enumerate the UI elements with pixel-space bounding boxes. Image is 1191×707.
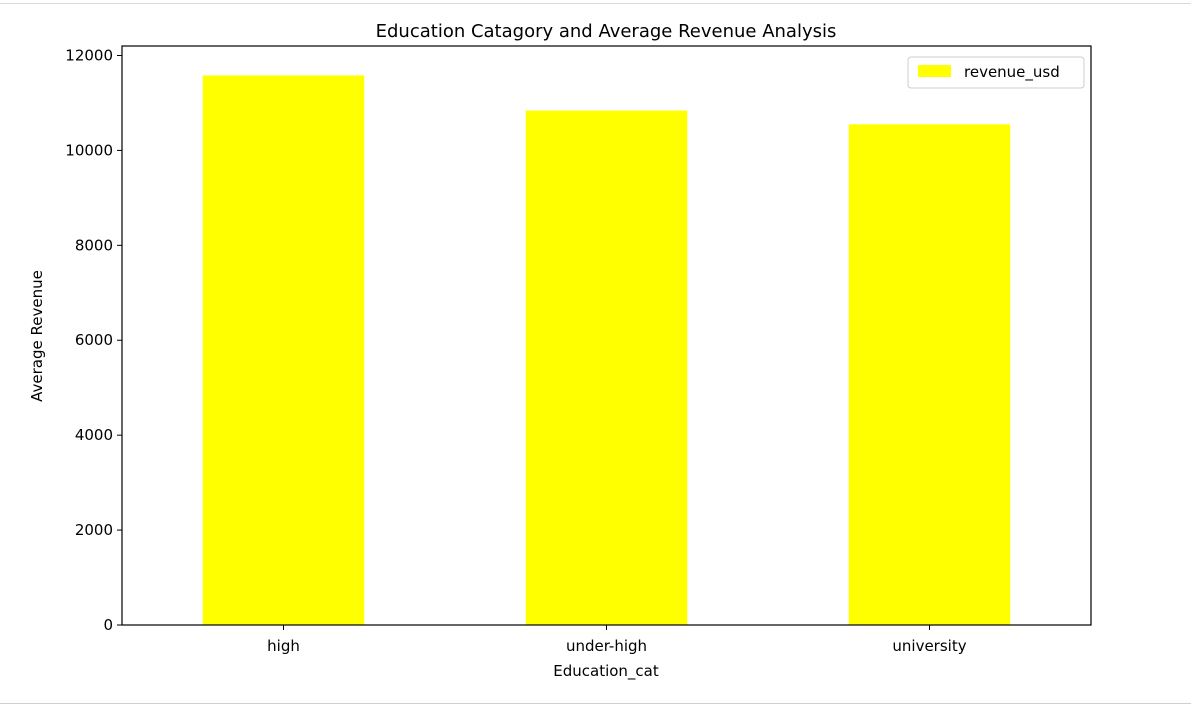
legend-label: revenue_usd [964,63,1060,82]
y-tick-label: 8000 [75,236,113,254]
y-axis-label: Average Revenue [28,270,46,402]
y-tick-label: 2000 [75,521,113,539]
chart-title: Education Catagory and Average Revenue A… [376,21,837,42]
legend-box [907,56,1085,89]
y-tick-label: 0 [103,616,113,634]
legend: revenue_usd [907,56,1085,89]
y-tick-label: 4000 [75,426,113,444]
x-axis-ticks: high under-high university [267,625,967,655]
x-tick-label-high: high [267,637,300,655]
x-tick-label-university: university [892,637,966,655]
x-axis-label: Education_cat [553,662,659,681]
y-tick-label: 10000 [65,141,113,159]
y-tick-label: 12000 [65,46,113,64]
legend-swatch [918,65,951,77]
bars-group [202,75,1011,626]
bar-university [848,124,1011,626]
y-tick-label: 6000 [75,331,113,349]
y-axis-ticks: 0 2000 4000 6000 8000 10000 12000 [65,46,122,634]
cell-frame-top [0,0,1191,4]
cell-frame-bottom [0,703,1191,707]
bar-high [202,75,365,626]
bar-under-high [525,110,688,626]
x-tick-label-under-high: under-high [566,637,647,655]
